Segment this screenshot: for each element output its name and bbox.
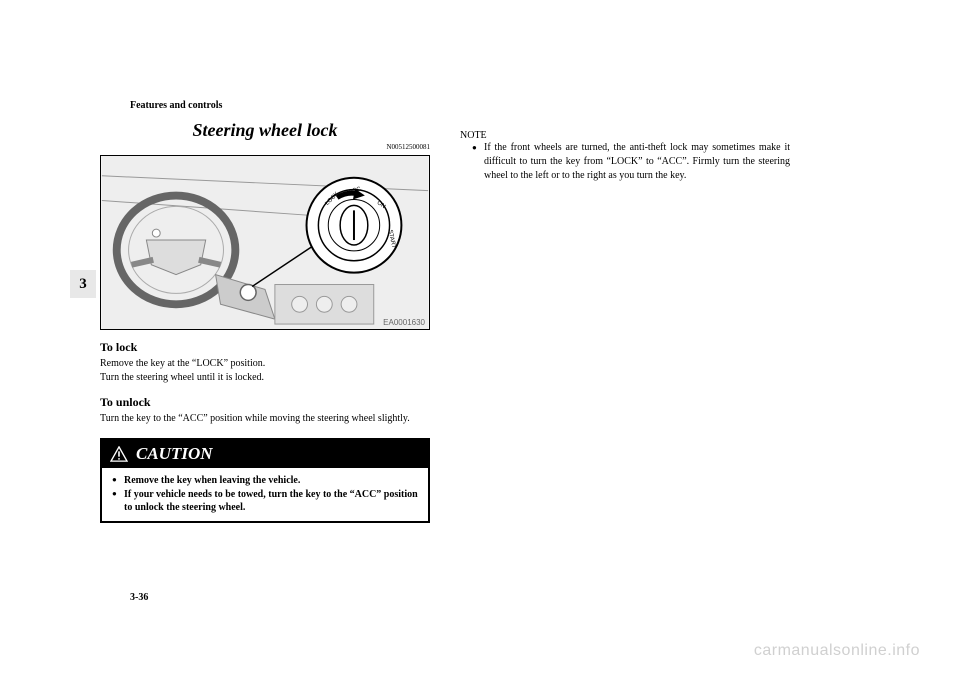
caution-title: CAUTION (136, 444, 213, 464)
caution-box: CAUTION Remove the key when leaving the … (100, 438, 430, 523)
page-content: Steering wheel lock N00512500081 (0, 0, 960, 563)
note-text: If the front wheels are turned, the anti… (460, 141, 790, 183)
caution-body: Remove the key when leaving the vehicle.… (102, 468, 428, 521)
caution-item-1: Remove the key when leaving the vehicle. (112, 474, 418, 488)
right-column: NOTE If the front wheels are turned, the… (460, 90, 790, 523)
page-number: 3-36 (130, 592, 148, 603)
chapter-header: Features and controls (130, 100, 222, 111)
to-lock-heading: To lock (100, 340, 430, 355)
diagram-code: EA0001630 (383, 318, 425, 327)
left-column: Steering wheel lock N00512500081 (100, 90, 430, 523)
note-label: NOTE (460, 130, 790, 141)
caution-item-2: If your vehicle needs to be towed, turn … (112, 488, 418, 515)
dashboard-illustration: LOCK ACC ON START (101, 156, 429, 329)
watermark: carmanualsonline.info (754, 642, 920, 660)
to-lock-text-1: Remove the key at the “LOCK” position. (100, 357, 430, 371)
reference-code: N00512500081 (100, 143, 430, 151)
to-unlock-heading: To unlock (100, 395, 430, 410)
warning-icon (110, 446, 128, 462)
chapter-tab: 3 (70, 270, 96, 298)
to-lock-text-2: Turn the steering wheel until it is lock… (100, 371, 430, 385)
caution-header: CAUTION (102, 440, 428, 468)
steering-wheel-diagram: LOCK ACC ON START EA0001630 (100, 155, 430, 330)
main-title: Steering wheel lock (100, 120, 430, 141)
to-unlock-text: Turn the key to the “ACC” position while… (100, 412, 430, 426)
